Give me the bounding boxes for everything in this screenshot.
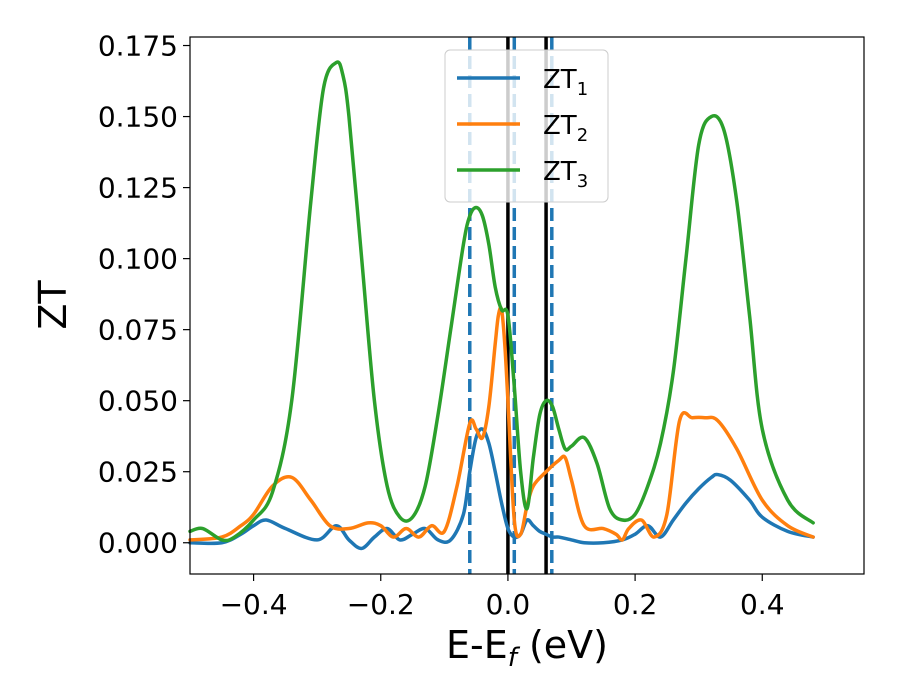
y-tick-label: 0.100 [98, 243, 178, 276]
y-axis-ticks: 0.000 0.025 0.050 0.075 0.100 0.125 0.150 0.175 [98, 30, 190, 560]
series-line-zt2 [188, 306, 815, 542]
series-line-zt1 [188, 427, 815, 551]
x-axis-label: E-Ef (eV) [446, 623, 608, 673]
legend-label-zt2: ZT2 [543, 111, 588, 146]
legend-label-zt3: ZT3 [543, 157, 588, 192]
x-tick-label: 0.0 [486, 588, 531, 621]
legend-box [444, 49, 609, 203]
plot-frame [189, 36, 865, 575]
x-axis-ticks: −0.4 −0.2 0.0 0.2 0.4 [220, 574, 785, 621]
y-tick-label: 0.075 [98, 314, 178, 347]
series-lines [188, 60, 815, 551]
series-line-zt3 [188, 60, 815, 543]
y-tick-label: 0.150 [98, 101, 178, 134]
x-tick-label: 0.2 [613, 588, 658, 621]
x-tick-label: −0.4 [220, 588, 288, 621]
y-axis-label: ZT [31, 280, 75, 330]
y-tick-label: 0.125 [98, 172, 178, 205]
y-tick-label: 0.050 [98, 385, 178, 418]
y-tick-label: 0.025 [98, 456, 178, 489]
y-tick-label: 0.000 [98, 527, 178, 560]
y-tick-label: 0.175 [98, 30, 178, 63]
x-tick-label: −0.2 [347, 588, 415, 621]
legend-label-zt1: ZT1 [543, 65, 588, 100]
legend: ZT1 ZT2 ZT3 [444, 49, 609, 203]
x-tick-label: 0.4 [740, 588, 785, 621]
